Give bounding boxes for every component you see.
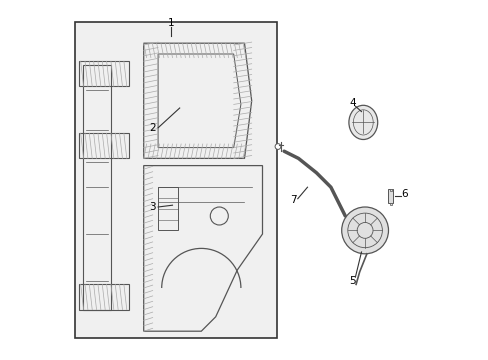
Text: 6: 6	[401, 189, 407, 199]
Text: 1: 1	[167, 18, 174, 28]
Bar	[389, 203, 392, 205]
Text: 2: 2	[149, 123, 156, 133]
Bar	[158, 187, 178, 230]
Text: 7: 7	[289, 195, 296, 205]
Circle shape	[341, 207, 387, 254]
Polygon shape	[343, 221, 350, 229]
Text: 5: 5	[348, 276, 355, 286]
Bar	[75, 22, 276, 338]
Text: 3: 3	[149, 202, 156, 212]
Circle shape	[275, 144, 280, 149]
Bar	[389, 189, 392, 191]
Bar	[387, 189, 392, 203]
Text: 4: 4	[348, 98, 355, 108]
Ellipse shape	[348, 105, 377, 140]
